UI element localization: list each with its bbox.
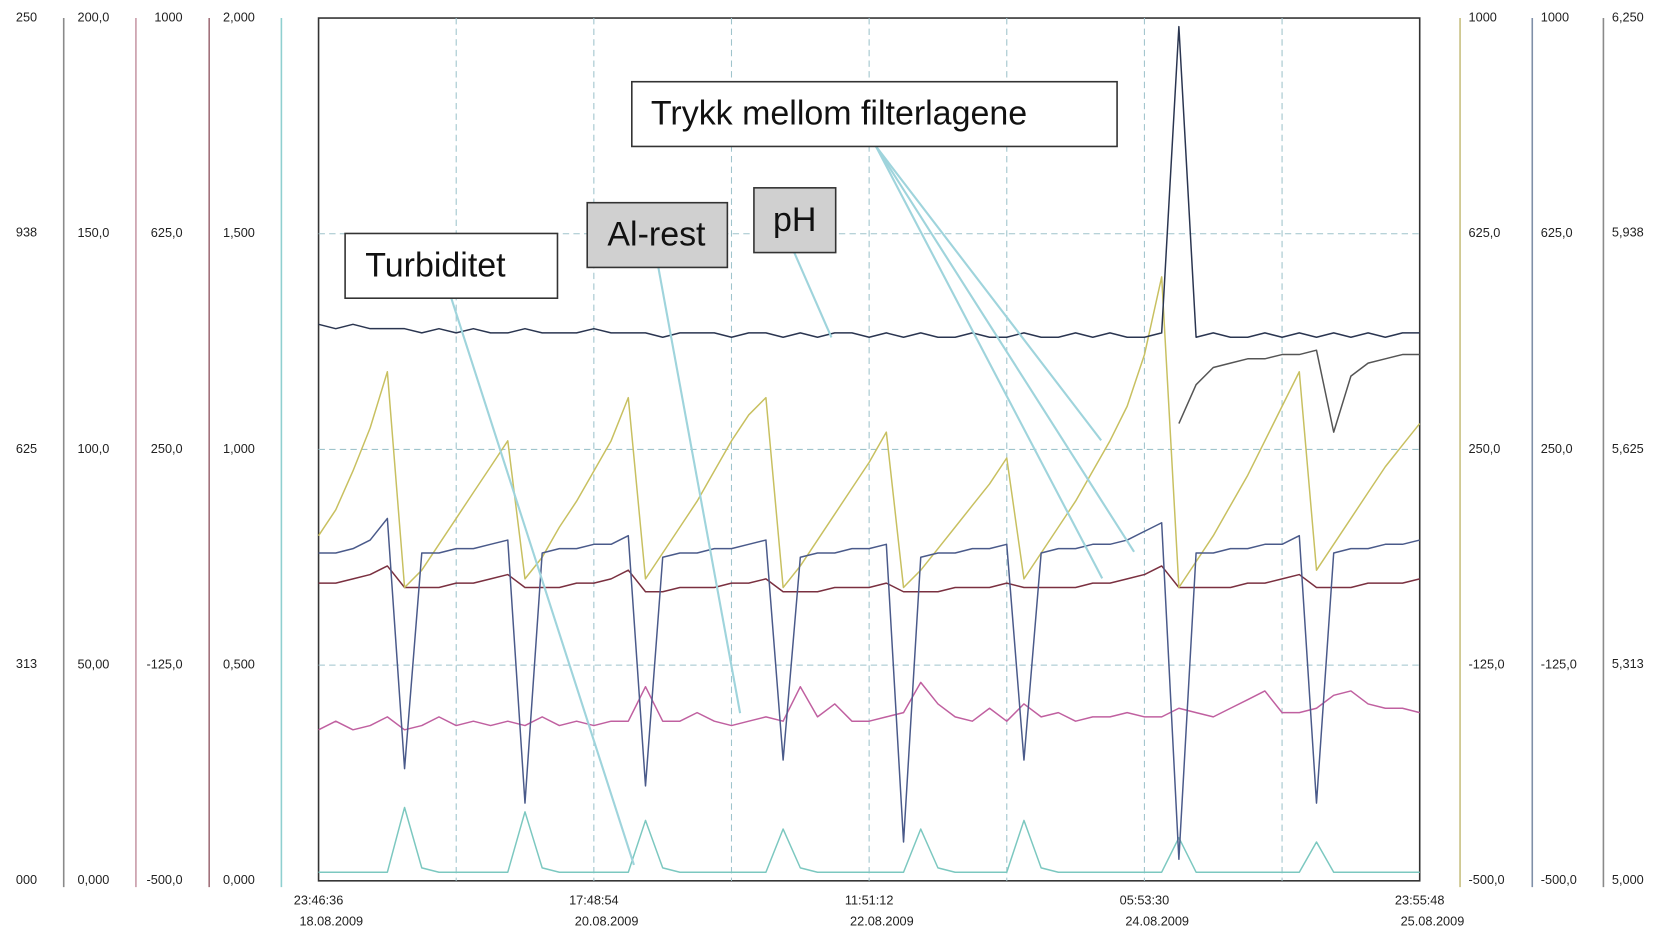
y-tick-label: 1000 bbox=[1541, 9, 1569, 24]
x-tick-label: 05:53:30 bbox=[1120, 892, 1170, 907]
x-tick-label: 17:48:54 bbox=[569, 892, 619, 907]
y-tick-label: 150,0 bbox=[78, 225, 110, 240]
series-line bbox=[318, 806, 1420, 873]
y-tick-label: 250,0 bbox=[1541, 441, 1573, 456]
y-tick-label: -125,0 bbox=[147, 656, 183, 671]
y-tick-label: 1000 bbox=[1469, 9, 1497, 24]
y-tick-label: -500,0 bbox=[147, 872, 183, 887]
annotation: pH bbox=[773, 201, 816, 239]
annotations bbox=[450, 145, 1135, 866]
y-tick-label: -125,0 bbox=[1541, 656, 1577, 671]
y-tick-label: 5,313 bbox=[1612, 656, 1644, 671]
arrow bbox=[875, 145, 1135, 553]
y-tick-label: -500,0 bbox=[1469, 872, 1505, 887]
x-tick-label: 23:46:36 bbox=[294, 892, 344, 907]
y-tick-label: 625,0 bbox=[151, 225, 183, 240]
y-tick-label: 250 bbox=[16, 9, 37, 24]
y-tick-label: 625,0 bbox=[1541, 225, 1573, 240]
y-tick-label: 1,500 bbox=[223, 225, 255, 240]
annotation-box bbox=[631, 80, 1118, 148]
x-tick-label: 22.08.2009 bbox=[850, 914, 914, 929]
y-tick-label: 5,625 bbox=[1612, 441, 1644, 456]
annotation: Turbiditet bbox=[365, 246, 506, 284]
series-line bbox=[317, 276, 1421, 589]
x-tick-label: 20.08.2009 bbox=[575, 914, 639, 929]
y-tick-label: 5,000 bbox=[1612, 872, 1644, 887]
y-tick-label: 1,000 bbox=[223, 441, 255, 456]
arrow bbox=[450, 297, 635, 866]
y-tick-label: 000 bbox=[16, 872, 37, 887]
y-tick-label: 6,250 bbox=[1612, 9, 1644, 24]
y-tick-label: 0,000 bbox=[78, 872, 110, 887]
series-line bbox=[318, 681, 1420, 731]
y-tick-label: 1000 bbox=[154, 9, 182, 24]
arrow bbox=[793, 252, 833, 338]
x-tick-label: 18.08.2009 bbox=[299, 914, 363, 929]
y-tick-label: 625 bbox=[16, 441, 37, 456]
x-tick-label: 24.08.2009 bbox=[1125, 914, 1189, 929]
series-line bbox=[1178, 349, 1420, 433]
y-tick-label: -125,0 bbox=[1469, 656, 1505, 671]
annotation-box bbox=[586, 201, 729, 269]
annotation: Al-rest bbox=[607, 216, 706, 254]
y-tick-label: 0,000 bbox=[223, 872, 255, 887]
y-tick-label: -500,0 bbox=[1541, 872, 1577, 887]
annotation: Trykk mellom filterlagene bbox=[651, 95, 1027, 133]
series-line bbox=[318, 517, 1420, 861]
y-tick-label: 50,00 bbox=[78, 656, 110, 671]
y-tick-label: 2,000 bbox=[223, 9, 255, 24]
x-tick-label: 11:51:12 bbox=[845, 892, 894, 907]
series-line bbox=[318, 565, 1420, 593]
marks: 250 938 625 313 000 200,0 150,0 100,0 50,00 0,000… bbox=[16, 9, 1644, 928]
x-tick-label: 25.08.2009 bbox=[1401, 914, 1465, 929]
y-tick-label: 250,0 bbox=[151, 441, 183, 456]
y-tick-label: 0,500 bbox=[223, 656, 255, 671]
y-tick-label: 100,0 bbox=[78, 441, 110, 456]
arrow bbox=[657, 267, 742, 714]
y-tick-label: 938 bbox=[16, 225, 37, 240]
series-line bbox=[318, 25, 1420, 338]
y-tick-label: 313 bbox=[16, 656, 37, 671]
arrow bbox=[875, 145, 1102, 442]
annotation-box bbox=[344, 232, 559, 300]
annotation-box bbox=[753, 187, 837, 254]
y-tick-label: 250,0 bbox=[1469, 441, 1501, 456]
y-tick-label: 200,0 bbox=[78, 9, 110, 24]
y-tick-label: 5,938 bbox=[1612, 225, 1644, 240]
arrow bbox=[875, 145, 1104, 579]
x-tick-label: 23:55:48 bbox=[1395, 892, 1445, 907]
y-tick-label: 625,0 bbox=[1469, 225, 1501, 240]
